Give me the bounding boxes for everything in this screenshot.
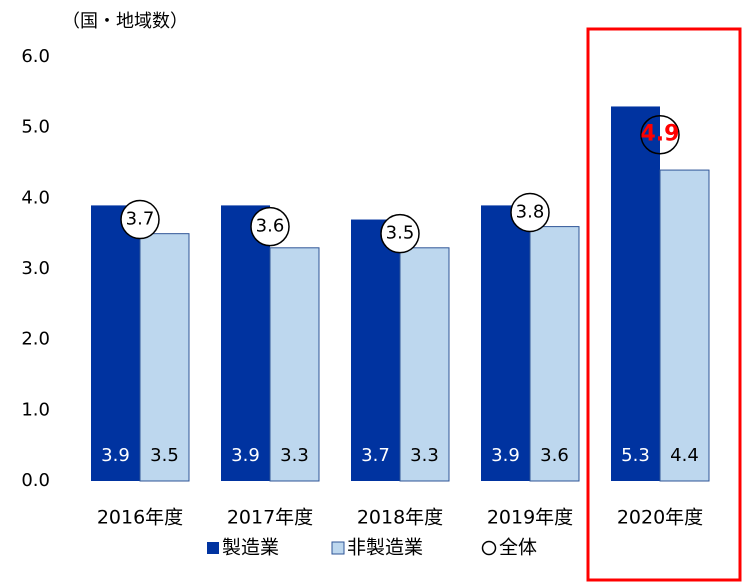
x-tick-label: 2016年度 (97, 507, 183, 529)
legend-swatch (481, 540, 497, 556)
overall-marker (510, 192, 550, 233)
value-label: 4.4 (670, 445, 699, 466)
bar (529, 226, 580, 482)
bar (221, 205, 270, 481)
bar (481, 205, 530, 481)
bar (269, 247, 320, 482)
overall-label: 3.6 (256, 216, 285, 237)
bar (659, 169, 710, 482)
legend-swatch (331, 541, 345, 555)
highlight-frame (586, 27, 742, 582)
overall-label: 3.7 (126, 209, 155, 230)
x-tick-label: 2018年度 (357, 507, 443, 529)
overall-marker (640, 114, 680, 155)
bar (399, 247, 450, 482)
legend-label: 非製造業 (347, 537, 423, 559)
bar (351, 219, 400, 482)
y-tick-label: 3.0 (21, 258, 50, 279)
value-label: 3.6 (540, 445, 569, 466)
legend-label: 全体 (499, 537, 537, 559)
overall-marker (120, 199, 160, 240)
value-label: 3.9 (491, 445, 520, 466)
value-label: 3.9 (101, 445, 130, 466)
value-label: 3.9 (231, 445, 260, 466)
bar (611, 106, 660, 481)
y-tick-label: 0.0 (21, 470, 50, 491)
value-label: 3.5 (150, 445, 179, 466)
overall-label: 3.5 (386, 223, 415, 244)
legend-label: 製造業 (222, 537, 279, 559)
y-tick-label: 5.0 (21, 117, 50, 138)
value-label: 5.3 (621, 445, 650, 466)
bar (139, 233, 190, 482)
legend-swatch (207, 542, 219, 554)
y-tick-label: 6.0 (21, 46, 50, 67)
y-tick-label: 2.0 (21, 329, 50, 350)
overall-label: 4.9 (641, 122, 680, 147)
y-tick-label: 1.0 (21, 399, 50, 420)
y-tick-label: 4.0 (21, 187, 50, 208)
value-label: 3.3 (410, 445, 439, 466)
bar (91, 205, 140, 481)
y-axis-label: （国・地域数） (62, 11, 188, 32)
overall-label: 3.8 (516, 201, 545, 222)
x-tick-label: 2017年度 (227, 507, 313, 529)
overall-marker (380, 213, 420, 254)
value-label: 3.3 (280, 445, 309, 466)
x-tick-label: 2020年度 (617, 507, 703, 529)
x-tick-label: 2019年度 (487, 507, 573, 529)
value-label: 3.7 (361, 445, 390, 466)
overall-marker (250, 206, 290, 247)
